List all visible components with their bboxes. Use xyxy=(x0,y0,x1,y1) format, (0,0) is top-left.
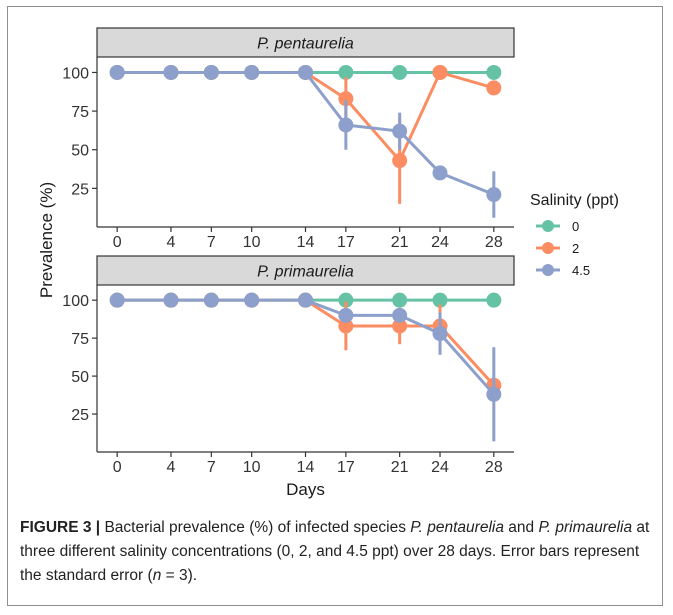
y-tick-label: 25 xyxy=(71,181,89,198)
data-point-salinity-4-5 xyxy=(432,326,448,342)
data-point-salinity-0 xyxy=(486,64,502,80)
panel-title: P. primaurelia xyxy=(257,264,354,281)
x-tick-label: 24 xyxy=(431,234,449,251)
legend-label: 4.5 xyxy=(572,263,590,278)
x-tick-label: 21 xyxy=(391,234,409,251)
data-point-salinity-4-5 xyxy=(432,165,448,181)
series-line-salinity-2 xyxy=(304,298,348,328)
panel-strip xyxy=(96,255,515,286)
data-point-salinity-4-5 xyxy=(203,292,219,308)
data-point-salinity-4-5 xyxy=(338,117,354,133)
caption-species-2: P. primaurelia xyxy=(538,519,633,536)
data-point-salinity-4-5 xyxy=(244,64,260,80)
data-point-salinity-2 xyxy=(392,153,408,169)
legend-point xyxy=(542,220,554,232)
data-point-salinity-2 xyxy=(338,91,354,107)
data-point-salinity-0 xyxy=(432,292,448,308)
x-tick-label: 7 xyxy=(207,459,216,476)
x-axis-title: Days xyxy=(286,480,325,499)
series-line-salinity-2 xyxy=(398,70,442,163)
panel-strip xyxy=(96,27,515,58)
x-tick-label: 28 xyxy=(485,459,503,476)
data-point-salinity-4-5 xyxy=(338,307,354,323)
data-point-salinity-4-5 xyxy=(298,64,313,80)
y-tick-label: 50 xyxy=(71,143,89,160)
x-tick-label: 7 xyxy=(207,234,216,251)
legend-point xyxy=(542,242,554,254)
data-point-salinity-0 xyxy=(338,292,354,308)
data-point-salinity-0 xyxy=(338,64,354,80)
legend-label: 2 xyxy=(572,241,579,256)
data-point-salinity-4-5 xyxy=(244,292,260,308)
x-tick-label: 24 xyxy=(431,459,449,476)
figure-caption: FIGURE 3 | Bacterial prevalence (%) of i… xyxy=(20,516,650,588)
x-tick-label: 28 xyxy=(485,234,503,251)
x-tick-label: 14 xyxy=(297,459,315,476)
figure-frame xyxy=(7,6,663,606)
series-line-salinity-2 xyxy=(304,70,348,101)
x-tick-label: 17 xyxy=(337,459,355,476)
x-tick-label: 4 xyxy=(167,459,176,476)
x-tick-label: 4 xyxy=(167,234,176,251)
data-point-salinity-0 xyxy=(392,292,408,308)
y-tick-label: 25 xyxy=(71,407,89,424)
x-tick-label: 21 xyxy=(391,459,409,476)
y-tick-label: 100 xyxy=(62,65,89,82)
y-axis-title: Prevalence (%) xyxy=(37,182,56,298)
caption-text-4: = 3). xyxy=(161,567,198,584)
data-point-salinity-4-5 xyxy=(203,64,219,80)
y-tick-label: 75 xyxy=(71,104,89,121)
series-line-salinity-2 xyxy=(438,70,496,90)
y-tick-label: 100 xyxy=(62,293,89,310)
x-tick-label: 10 xyxy=(243,459,261,476)
x-tick-label: 14 xyxy=(297,234,315,251)
data-point-salinity-4-5 xyxy=(109,64,125,80)
series-line-salinity-4-5 xyxy=(344,123,402,133)
caption-n-symbol: n xyxy=(152,567,162,584)
series-line-salinity-4-5 xyxy=(398,129,442,175)
data-point-salinity-4-5 xyxy=(298,292,313,308)
series-line-salinity-4-5 xyxy=(438,332,496,396)
data-point-salinity-4-5 xyxy=(392,307,408,323)
series-line-salinity-2 xyxy=(344,97,402,163)
data-point-salinity-2 xyxy=(486,80,502,96)
data-point-salinity-2 xyxy=(432,64,448,80)
panel-title: P. pentaurelia xyxy=(257,36,354,53)
caption-text-2: and xyxy=(503,519,539,536)
x-tick-label: 17 xyxy=(337,234,355,251)
caption-label: FIGURE 3 | xyxy=(20,519,101,536)
data-point-salinity-4-5 xyxy=(486,187,502,203)
series-line-salinity-2 xyxy=(438,324,496,387)
data-point-salinity-2 xyxy=(392,318,408,334)
data-point-salinity-4-5 xyxy=(109,292,125,308)
series-line-salinity-4-5 xyxy=(438,171,496,197)
x-tick-label: 10 xyxy=(243,234,261,251)
x-tick-label: 0 xyxy=(113,459,122,476)
caption-text-3: at three different salinity concentratio… xyxy=(20,519,650,584)
y-tick-label: 75 xyxy=(71,331,89,348)
legend-title: Salinity (ppt) xyxy=(530,192,619,209)
data-point-salinity-0 xyxy=(392,64,408,80)
series-line-salinity-4-5 xyxy=(304,70,348,127)
data-point-salinity-4-5 xyxy=(163,64,179,80)
x-tick-label: 0 xyxy=(113,234,122,251)
data-point-salinity-4-5 xyxy=(163,292,179,308)
y-tick-label: 50 xyxy=(71,369,89,386)
data-point-salinity-0 xyxy=(486,292,502,308)
legend-label: 0 xyxy=(572,219,579,234)
data-point-salinity-4-5 xyxy=(486,386,502,402)
data-point-salinity-2 xyxy=(338,318,354,334)
data-point-salinity-4-5 xyxy=(392,123,408,139)
caption-species-1: P. pentaurelia xyxy=(410,519,504,536)
legend-point xyxy=(542,264,554,276)
caption-text-1: Bacterial prevalence (%) of infected spe… xyxy=(100,519,411,536)
